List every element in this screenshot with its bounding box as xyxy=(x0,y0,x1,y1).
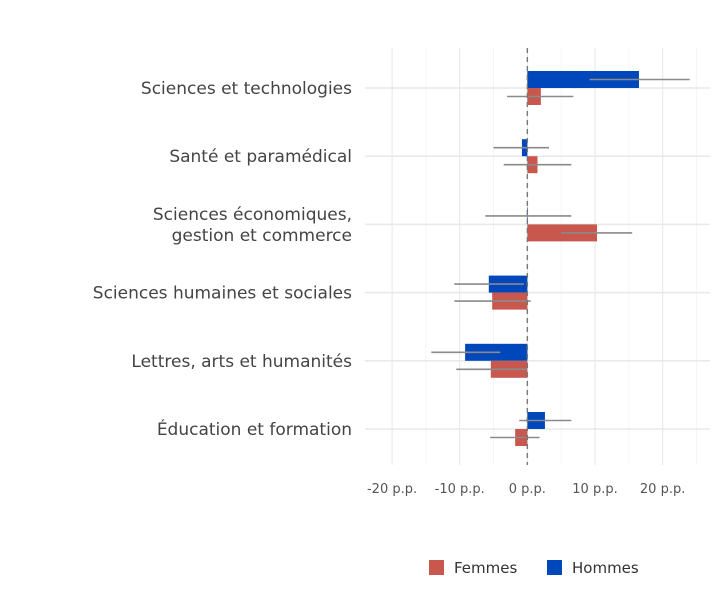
category-label: Sciences et technologies xyxy=(141,79,352,99)
category-label: Éducation et formation xyxy=(157,418,352,440)
legend-swatch-hommes xyxy=(547,560,562,575)
x-tick-label: 20 p.p. xyxy=(640,482,685,497)
x-tick-labels: -20 p.p. -10 p.p. 0 p.p. 10 p.p. 20 p.p. xyxy=(367,482,685,497)
category-label: Lettres, arts et humanités xyxy=(131,352,352,372)
legend-label-femmes: Femmes xyxy=(454,559,517,577)
category-label: Santé et paramédical xyxy=(169,147,352,167)
x-tick-label: -10 p.p. xyxy=(435,482,485,497)
error-bars xyxy=(431,78,690,439)
category-label: gestion et commerce xyxy=(172,226,352,246)
category-labels: Sciences et technologies Santé et paraméd… xyxy=(93,79,352,440)
grid-lines xyxy=(365,48,710,465)
bar-hommes xyxy=(527,71,639,88)
bar-marks xyxy=(465,71,639,446)
x-tick-label: 0 p.p. xyxy=(509,482,546,497)
category-label: Sciences économiques, xyxy=(153,205,352,225)
x-tick-label: -20 p.p. xyxy=(367,482,417,497)
category-label: Sciences humaines et sociales xyxy=(93,284,352,304)
legend-swatch-femmes xyxy=(429,560,444,575)
legend-label-hommes: Hommes xyxy=(572,559,639,577)
x-tick-label: 10 p.p. xyxy=(572,482,617,497)
legend: Femmes Hommes xyxy=(429,559,639,577)
